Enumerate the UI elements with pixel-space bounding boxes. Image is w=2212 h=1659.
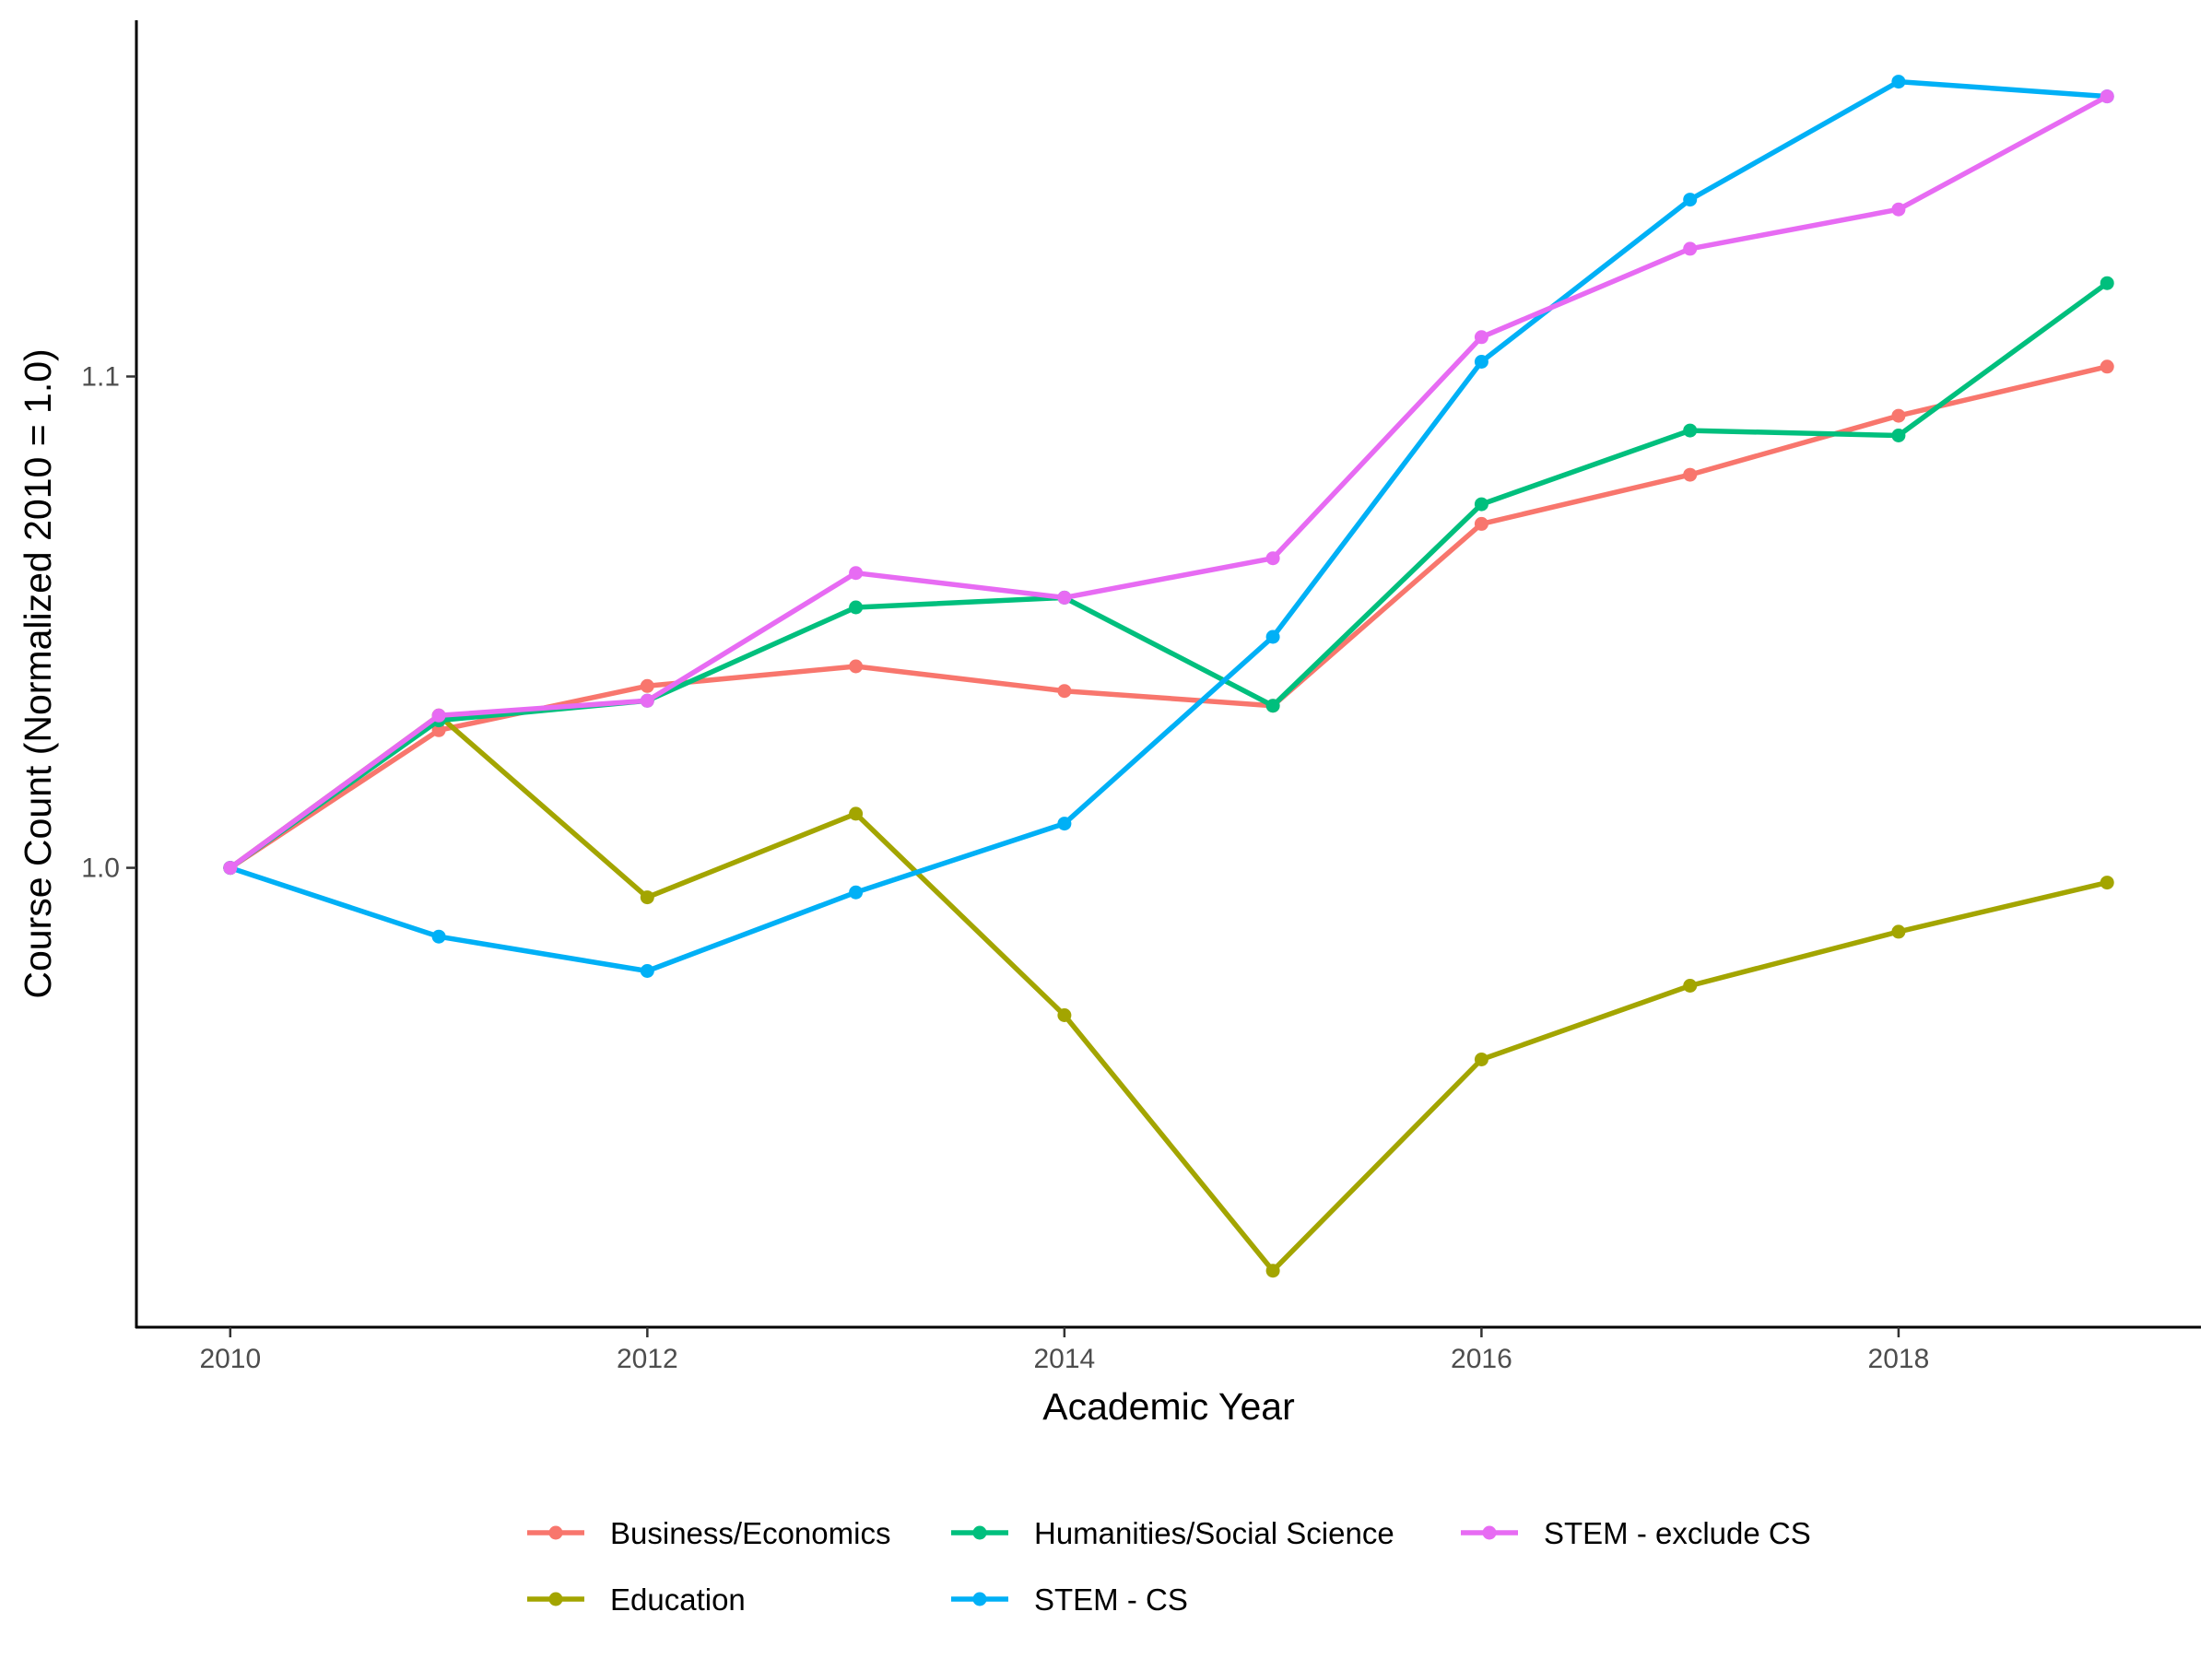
data-point-stem-exclude-cs-2014 — [1057, 590, 1072, 605]
data-point-business-economics-2017 — [1683, 467, 1698, 482]
legend-item-business-economics: Business/Economics — [527, 1516, 890, 1550]
y-tick-label: 1.1 — [81, 361, 120, 392]
data-point-business-economics-2012 — [640, 678, 654, 693]
data-point-stem-cs-2012 — [640, 964, 654, 978]
data-point-stem-cs-2015 — [1265, 629, 1280, 644]
data-point-stem-exclude-cs-2018 — [1891, 202, 1906, 217]
data-point-stem-exclude-cs-2012 — [640, 693, 654, 708]
data-point-education-2016 — [1474, 1053, 1488, 1066]
data-point-business-economics-2019 — [2100, 359, 2114, 374]
legend-swatch-point — [1482, 1525, 1497, 1540]
data-point-humanities-social-science-2016 — [1474, 497, 1488, 512]
legend-item-stem-cs: STEM - CS — [951, 1583, 1188, 1617]
data-point-stem-exclude-cs-2013 — [849, 566, 864, 581]
legend-item-education: Education — [527, 1583, 746, 1617]
data-point-business-economics-2014 — [1057, 684, 1072, 699]
data-point-humanities-social-science-2013 — [849, 600, 864, 615]
data-point-education-2012 — [640, 890, 654, 905]
y-axis-title: Course Count (Normalized 2010 = 1.0) — [17, 348, 59, 998]
x-axis-ticks: 2010 2012 2014 2016 2018 — [199, 1327, 1929, 1374]
data-point-education-2014 — [1057, 1008, 1072, 1022]
legend-swatch-point — [972, 1592, 987, 1606]
data-point-business-economics-2018 — [1891, 408, 1906, 423]
data-point-education-2015 — [1265, 1264, 1280, 1278]
legend-swatch-point — [972, 1525, 987, 1540]
legend-swatch-point — [548, 1525, 563, 1540]
data-point-stem-cs-2013 — [849, 885, 864, 900]
legend-swatch-point — [548, 1592, 563, 1606]
series-line-education — [229, 712, 2108, 1274]
x-tick-label: 2018 — [1868, 1344, 1930, 1374]
data-point-education-2013 — [849, 806, 864, 821]
y-axis-ticks: 1.0 1.1 — [81, 361, 136, 884]
x-axis-title: Academic Year — [1042, 1385, 1295, 1428]
series-line-stem-cs — [229, 78, 2108, 974]
legend-label: Business/Economics — [610, 1516, 890, 1550]
legend-label: Humanities/Social Science — [1034, 1516, 1394, 1550]
data-point-stem-cs-2014 — [1057, 817, 1072, 831]
data-point-stem-exclude-cs-2015 — [1265, 551, 1280, 566]
series-layer — [223, 75, 2114, 1278]
data-point-stem-cs-2017 — [1683, 193, 1698, 207]
x-tick-label: 2012 — [617, 1344, 678, 1374]
data-point-humanities-social-science-2015 — [1265, 699, 1280, 713]
data-point-stem-exclude-cs-2017 — [1683, 241, 1698, 256]
legend: Business/Economics Education Humanities/So… — [527, 1516, 1811, 1617]
series-stem-exclude-cs — [223, 89, 2114, 876]
data-point-education-2019 — [2100, 876, 2114, 890]
legend-item-stem-exclude-cs: STEM - exclude CS — [1461, 1516, 1811, 1550]
x-tick-label: 2010 — [199, 1344, 261, 1374]
data-point-humanities-social-science-2019 — [2100, 276, 2114, 290]
data-point-stem-exclude-cs-2019 — [2100, 89, 2114, 104]
series-line-stem-exclude-cs — [229, 94, 2109, 870]
data-point-humanities-social-science-2018 — [1891, 429, 1906, 442]
data-point-education-2018 — [1891, 924, 1906, 939]
data-point-business-economics-2013 — [849, 659, 864, 674]
y-tick-label: 1.0 — [81, 853, 120, 884]
legend-label: STEM - CS — [1034, 1583, 1188, 1617]
data-point-education-2017 — [1683, 979, 1698, 993]
data-point-humanities-social-science-2017 — [1683, 423, 1698, 438]
x-tick-label: 2014 — [1033, 1344, 1095, 1374]
data-point-stem-exclude-cs-2010 — [223, 861, 238, 876]
legend-item-humanities-social-science: Humanities/Social Science — [951, 1516, 1394, 1550]
x-tick-label: 2016 — [1451, 1344, 1512, 1374]
data-point-business-economics-2016 — [1474, 516, 1488, 531]
legend-label: STEM - exclude CS — [1544, 1516, 1811, 1550]
data-point-stem-cs-2018 — [1891, 75, 1906, 89]
data-point-stem-exclude-cs-2016 — [1474, 330, 1488, 345]
legend-label: Education — [610, 1583, 746, 1617]
data-point-stem-cs-2011 — [431, 929, 446, 944]
data-point-business-economics-2011 — [431, 723, 446, 737]
data-point-stem-exclude-cs-2011 — [431, 708, 446, 723]
data-point-stem-cs-2016 — [1474, 355, 1488, 369]
